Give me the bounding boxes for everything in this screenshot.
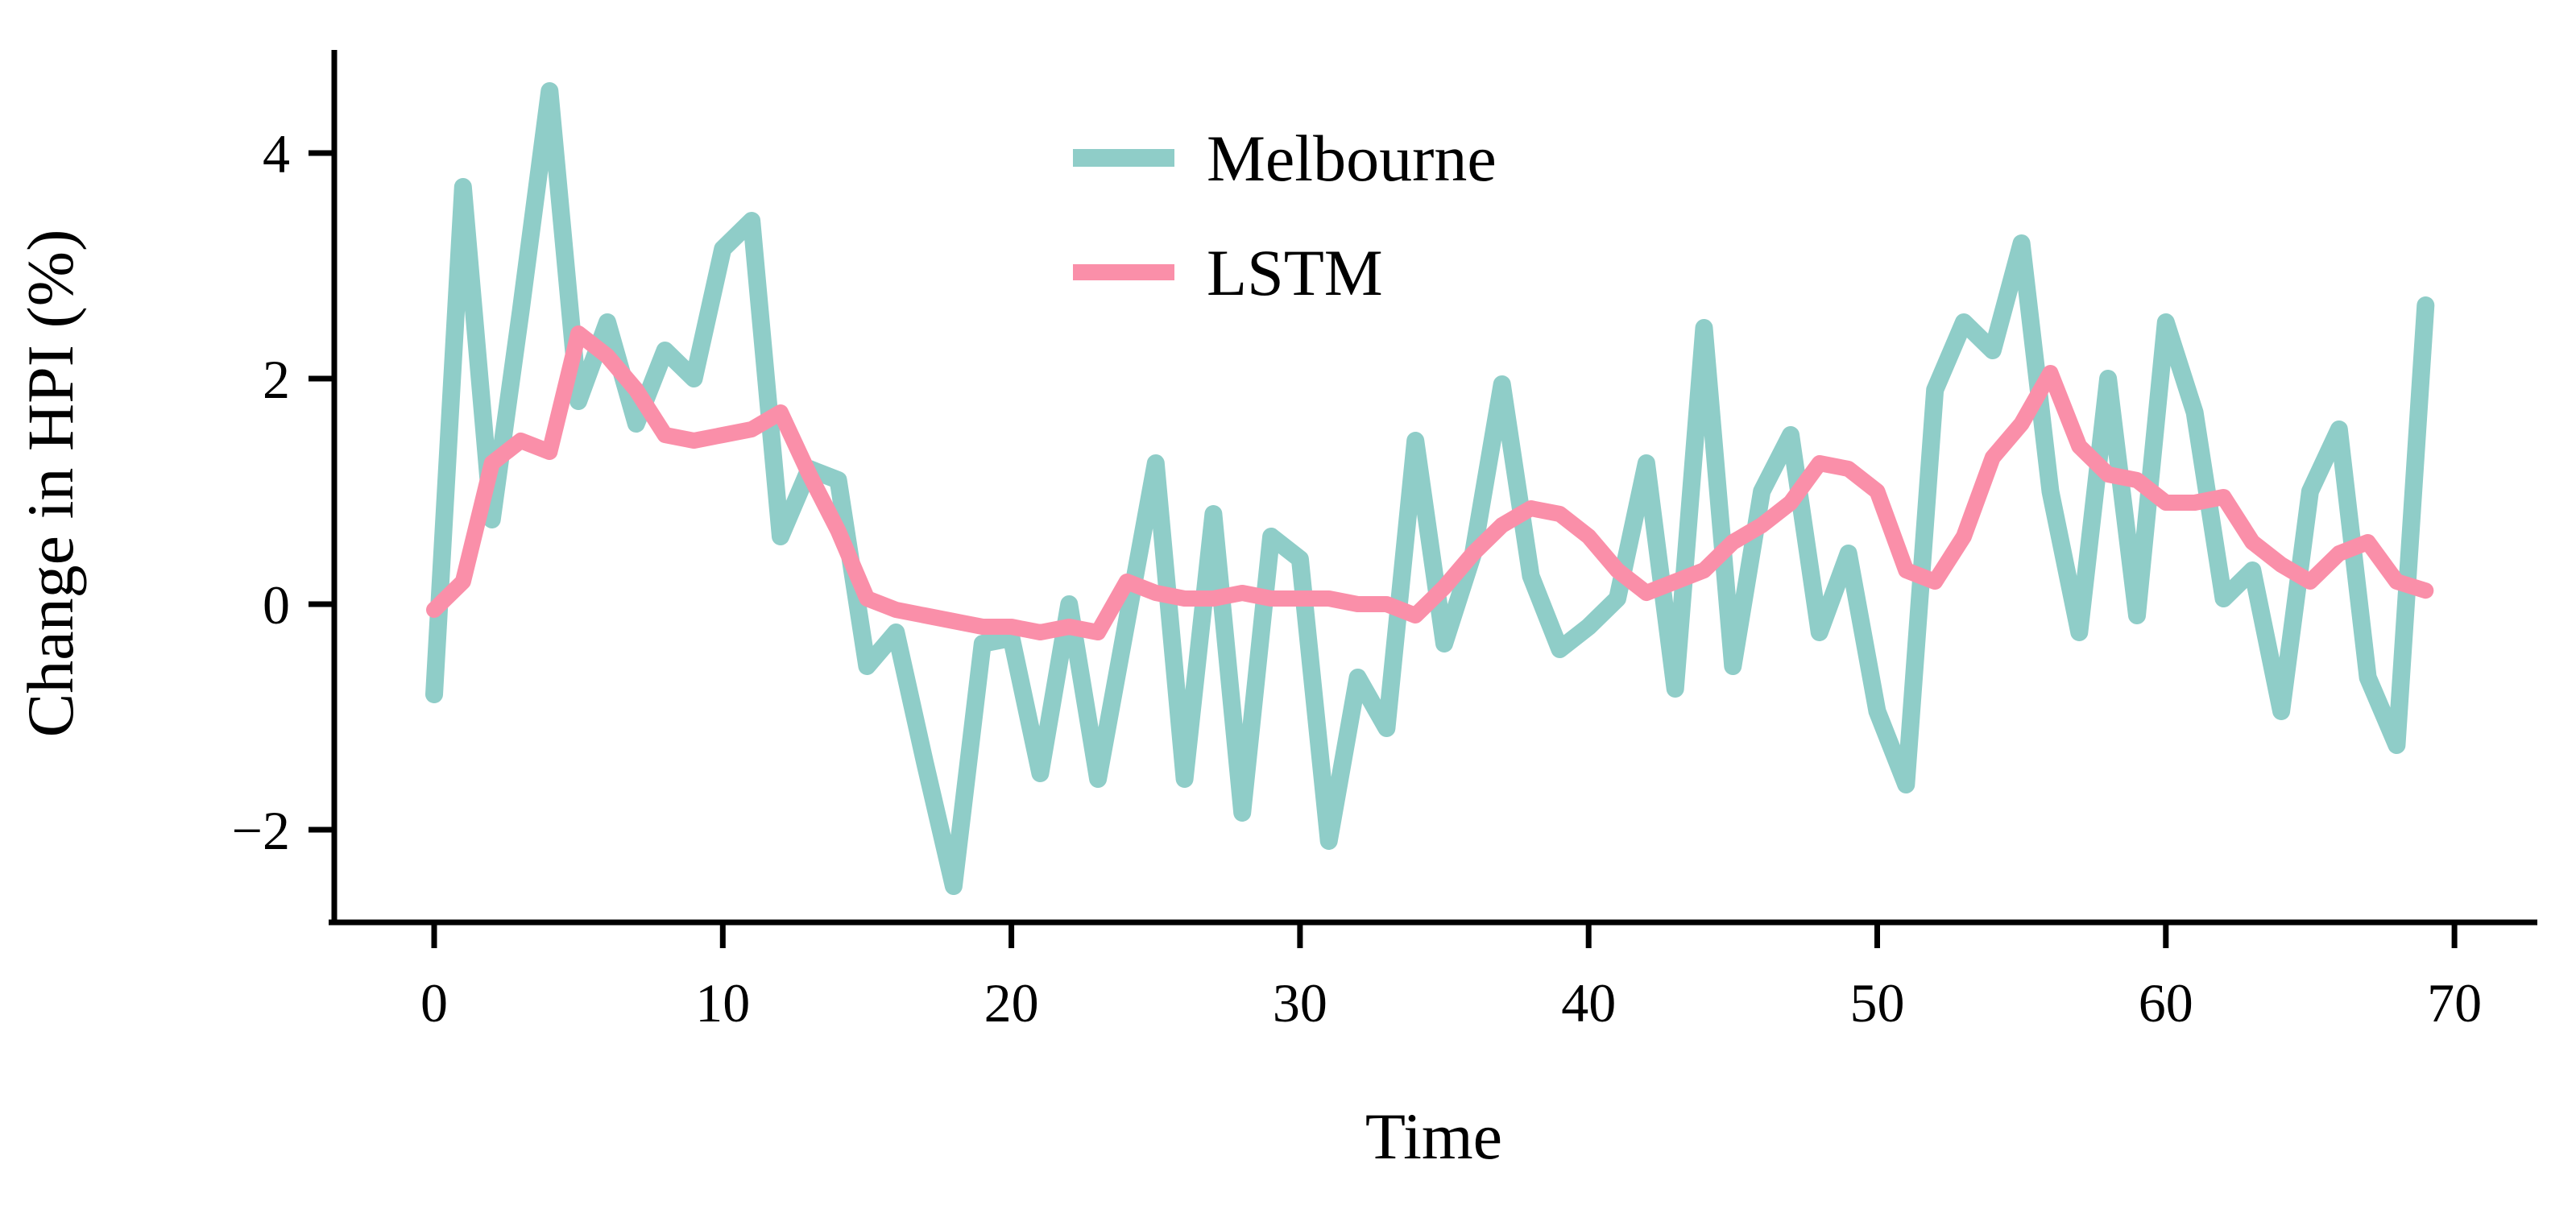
x-tick-label: 10 xyxy=(695,972,750,1034)
y-axis-ticks: 4 2 0 −2 xyxy=(232,123,334,861)
x-tick-label: 30 xyxy=(1273,972,1327,1034)
legend-label-lstm: LSTM xyxy=(1207,236,1383,309)
x-tick-label: 20 xyxy=(984,972,1039,1034)
x-tick-label: 50 xyxy=(1850,972,1905,1034)
y-tick-label: 0 xyxy=(263,574,290,636)
legend: Melbourne LSTM xyxy=(1073,122,1497,309)
y-tick-label: −2 xyxy=(232,800,290,861)
y-tick-label: 4 xyxy=(263,123,290,184)
x-tick-label: 60 xyxy=(2139,972,2193,1034)
y-tick-label: 2 xyxy=(263,349,290,410)
series-line-lstm xyxy=(426,325,2434,640)
y-axis-title: Change in HPI (%) xyxy=(14,230,87,738)
x-axis-ticks: 0 10 20 30 40 50 60 70 xyxy=(420,922,2482,1034)
x-axis-title: Time xyxy=(1365,1100,1502,1173)
series-line-melbourne xyxy=(425,82,2435,895)
x-tick-label: 0 xyxy=(420,972,448,1034)
x-tick-label: 40 xyxy=(1561,972,1616,1034)
x-tick-label: 70 xyxy=(2427,972,2482,1034)
plot-series-lines xyxy=(425,82,2435,895)
legend-label-melbourne: Melbourne xyxy=(1207,122,1497,195)
